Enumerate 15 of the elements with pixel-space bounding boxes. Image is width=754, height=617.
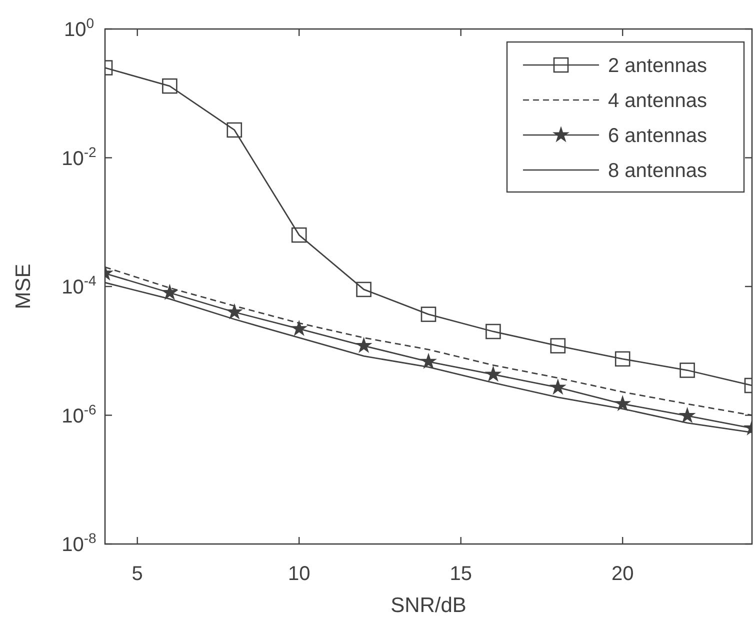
x-axis-title: SNR/dB [390, 594, 466, 617]
legend-label: 8 antennas [608, 160, 707, 182]
x-tick-label: 5 [132, 563, 143, 585]
y-tick-label: 10$^{-4}$ [62, 272, 97, 298]
legend-label: 4 antennas [608, 90, 707, 112]
legend-label: 6 antennas [608, 125, 707, 147]
x-tick-label: 20 [611, 563, 634, 585]
y-tick-label: 10$^{-6}$ [62, 401, 97, 428]
x-tick-label: 10 [288, 563, 310, 585]
y-tick-label: 10$^{-2}$ [62, 144, 97, 170]
legend-label: 2 antennas [608, 55, 707, 77]
y-tick-label: 10$^{0}$ [64, 15, 94, 41]
y-axis-title: MSE [12, 264, 35, 310]
x-tick-label: 15 [450, 563, 472, 585]
y-tick-label: 10$^{-8}$ [62, 530, 97, 556]
